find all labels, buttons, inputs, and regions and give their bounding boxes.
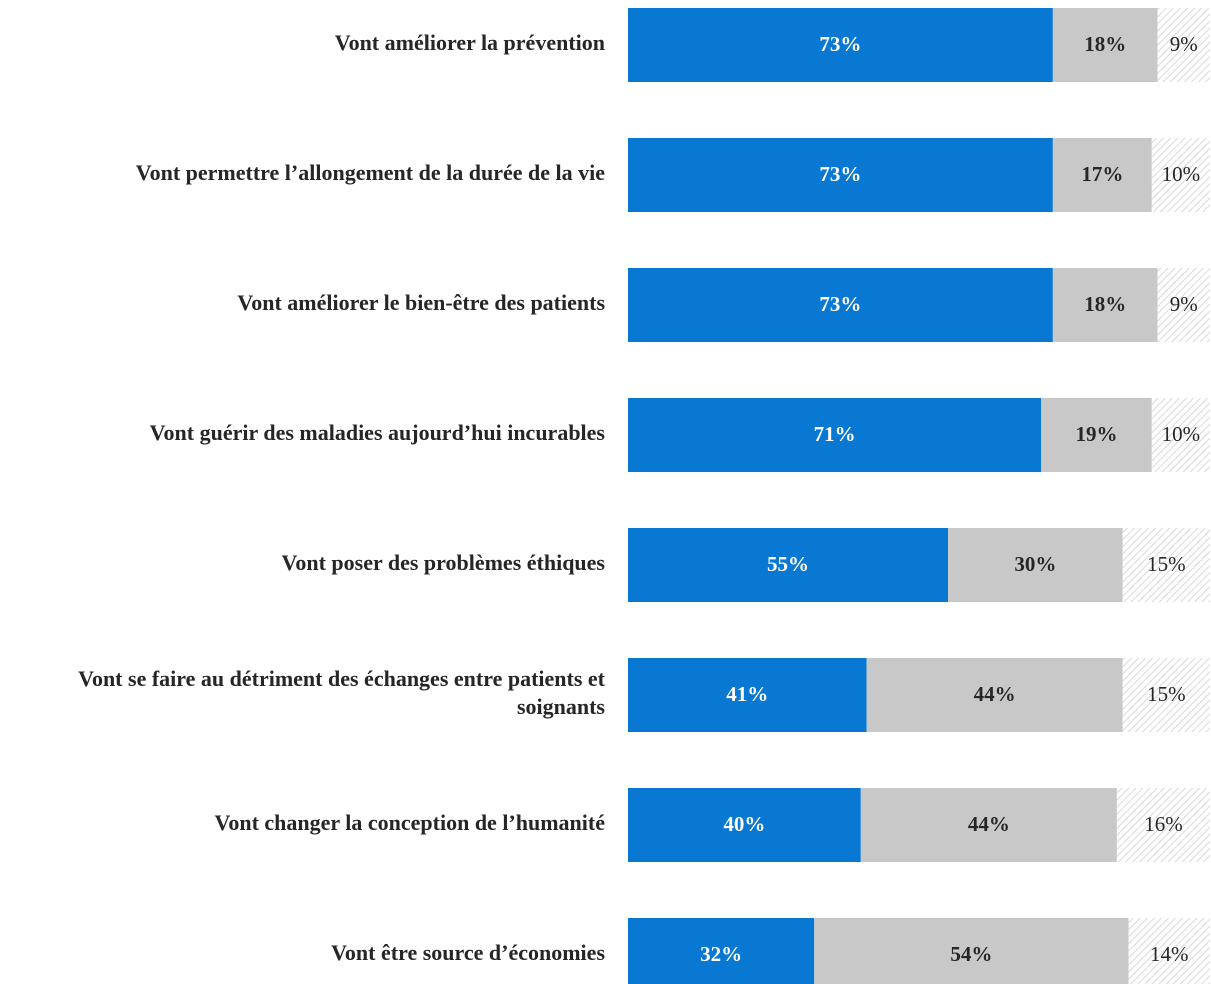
bar-segment — [1116, 788, 1210, 862]
category-label: Vont permettre l’allongement de la durée… — [136, 160, 605, 185]
bar-segment — [1157, 268, 1210, 342]
bar-segment — [1122, 658, 1210, 732]
category-label: Vont changer la conception de l’humanité — [214, 810, 605, 835]
bar-segment — [628, 658, 867, 732]
category-label: Vont poser des problèmes éthiques — [281, 550, 605, 575]
value-label: 73% — [819, 32, 861, 56]
bar-segment — [628, 528, 949, 602]
bar-segment — [1052, 268, 1158, 342]
bar-segment — [628, 8, 1053, 82]
value-label: 15% — [1147, 552, 1186, 576]
value-label: 9% — [1170, 292, 1198, 316]
category-label: Vont améliorer le bien-être des patients — [237, 290, 605, 315]
value-label: 54% — [950, 942, 992, 966]
value-label: 15% — [1147, 682, 1186, 706]
bar-segment — [1122, 528, 1210, 602]
value-label: 9% — [1170, 32, 1198, 56]
value-label: 19% — [1076, 422, 1118, 446]
bar-segment — [814, 918, 1129, 984]
category-label: Vont guérir des maladies aujourd’hui inc… — [150, 420, 606, 445]
value-label: 16% — [1144, 812, 1183, 836]
value-label: 41% — [726, 682, 768, 706]
value-label: 10% — [1162, 422, 1201, 446]
value-label: 14% — [1150, 942, 1189, 966]
bar-segment — [628, 398, 1042, 472]
value-label: 40% — [723, 812, 765, 836]
category-label: Vont se faire au détriment des échanges … — [78, 666, 606, 719]
bar-segment — [1151, 398, 1210, 472]
value-label: 44% — [968, 812, 1010, 836]
value-label: 44% — [974, 682, 1016, 706]
value-label: 73% — [819, 162, 861, 186]
bar-segment — [948, 528, 1123, 602]
value-label: 71% — [814, 422, 856, 446]
value-label: 10% — [1162, 162, 1201, 186]
bar-segment — [1041, 398, 1152, 472]
bar-segment — [860, 788, 1117, 862]
bar-segment — [1052, 8, 1158, 82]
value-label: 18% — [1084, 32, 1126, 56]
bar-segment — [628, 268, 1053, 342]
category-label-line: soignants — [517, 694, 605, 719]
category-label: Vont améliorer la prévention — [335, 30, 605, 55]
category-label-line: Vont se faire au détriment des échanges … — [78, 666, 606, 691]
value-label: 32% — [700, 942, 742, 966]
value-label: 30% — [1014, 552, 1056, 576]
value-label: 73% — [819, 292, 861, 316]
bar-segment — [628, 138, 1053, 212]
bar-segment — [1128, 918, 1210, 984]
bar-segment — [1151, 138, 1210, 212]
bar-segment — [866, 658, 1123, 732]
value-label: 55% — [767, 552, 809, 576]
bar-segment — [1052, 138, 1152, 212]
value-label: 17% — [1081, 162, 1123, 186]
value-label: 18% — [1084, 292, 1126, 316]
bar-segment — [1157, 8, 1210, 82]
bar-segment — [628, 788, 861, 862]
bar-segment — [628, 918, 815, 984]
category-label: Vont être source d’économies — [331, 940, 605, 965]
